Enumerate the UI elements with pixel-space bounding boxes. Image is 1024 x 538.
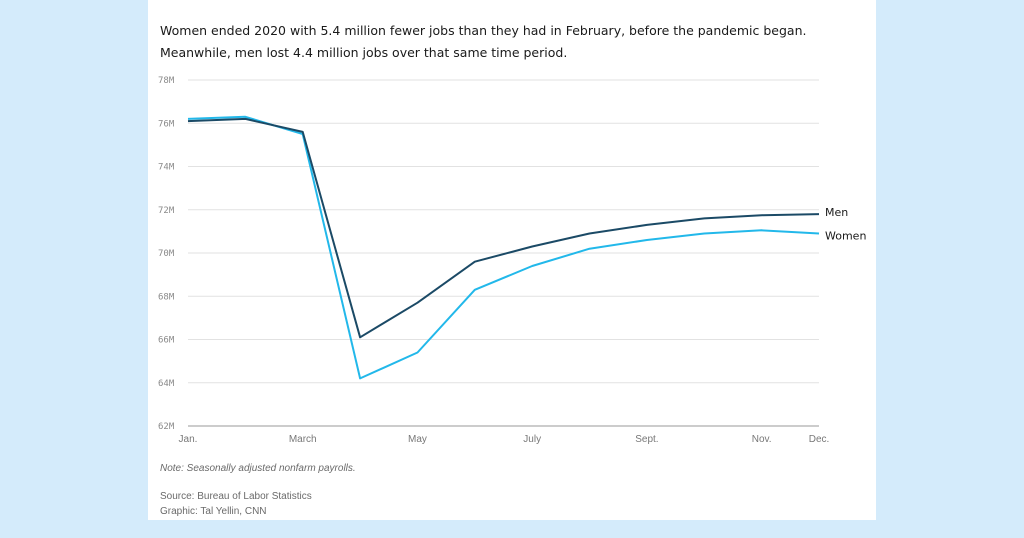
y-tick-label: 78M [158, 76, 175, 86]
y-tick-label: 68M [158, 292, 175, 302]
y-tick-label: 64M [158, 379, 175, 389]
chart-note: Note: Seasonally adjusted nonfarm payrol… [160, 463, 356, 474]
x-tick-label: July [523, 434, 541, 445]
y-tick-label: 76M [158, 119, 175, 129]
y-axis-ticks: 62M 64M 66M 68M 70M 72M 74M 76M 78M [158, 76, 175, 432]
x-tick-label: Dec. [809, 434, 830, 445]
x-tick-label: May [408, 434, 427, 445]
x-tick-label: March [289, 434, 317, 445]
graphic-credit: Graphic: Tal Yellin, CNN [160, 506, 267, 517]
y-tick-label: 70M [158, 249, 175, 259]
series-lines [187, 115, 820, 380]
x-tick-label: Nov. [752, 434, 772, 445]
chart-card: Women ended 2020 with 5.4 million fewer … [148, 0, 876, 520]
y-tick-label: 62M [158, 422, 175, 432]
series-line-men [187, 117, 820, 339]
x-tick-label: Sept. [635, 434, 658, 445]
y-tick-label: 74M [158, 163, 175, 173]
x-axis-ticks: Jan. March May July Sept. Nov. Dec. [179, 434, 830, 445]
series-line-women [187, 115, 820, 380]
series-label-men: Men [825, 206, 848, 219]
x-tick-label: Jan. [179, 434, 198, 445]
source-text: Source: Bureau of Labor Statistics [160, 491, 312, 502]
series-label-women: Women [825, 230, 866, 243]
y-tick-label: 66M [158, 336, 175, 346]
chart-title: Women ended 2020 with 5.4 million fewer … [160, 23, 807, 60]
series-labels: Men Women [825, 206, 866, 242]
line-chart: 62M 64M 66M 68M 70M 72M 74M 76M 78M Jan. March May… [158, 76, 866, 445]
grid-lines [188, 79, 819, 427]
chart-credits: Source: Bureau of Labor Statistics Graph… [160, 489, 312, 519]
y-tick-label: 72M [158, 206, 175, 216]
